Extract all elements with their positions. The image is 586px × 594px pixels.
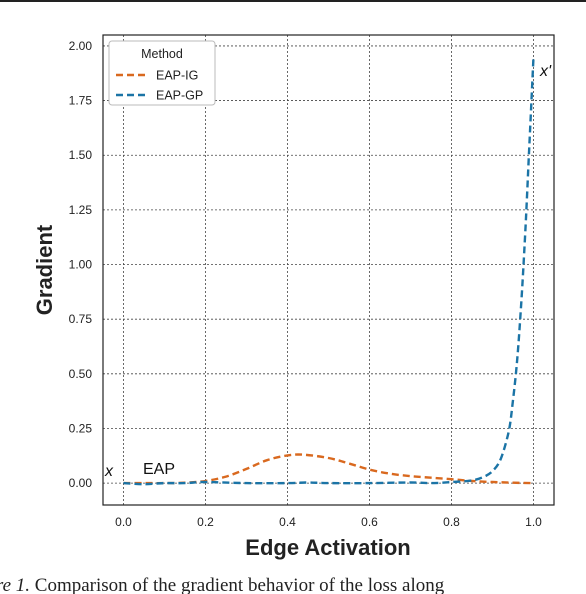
annotation-x: x bbox=[104, 463, 114, 480]
y-tick-label: 2.00 bbox=[69, 39, 93, 53]
x-tick-label: 0.8 bbox=[443, 515, 460, 529]
y-tick-labels: 0.00 0.25 0.50 0.75 1.00 1.25 1.50 1.75 2.00 bbox=[69, 39, 93, 490]
figure-caption: Figure 1. Comparison of the gradient beh… bbox=[0, 576, 586, 594]
y-axis-title: Gradient bbox=[32, 224, 57, 315]
y-tick-label: 1.75 bbox=[69, 94, 93, 108]
caption-text: Comparison of the gradient behavior of t… bbox=[30, 576, 445, 594]
y-tick-label: 1.50 bbox=[69, 148, 93, 162]
y-tick-label: 0.00 bbox=[69, 476, 93, 490]
top-rule bbox=[0, 0, 586, 2]
x-tick-label: 0.0 bbox=[115, 515, 132, 529]
caption-label: Figure 1. bbox=[0, 576, 31, 594]
series-line-eap-gp bbox=[123, 56, 535, 486]
y-tick-label: 0.25 bbox=[69, 421, 93, 435]
series-line-eap-ig bbox=[123, 453, 534, 485]
plot-frame bbox=[102, 34, 555, 506]
y-tick-label: 1.25 bbox=[69, 203, 93, 217]
legend-title: Method bbox=[141, 47, 183, 61]
x-axis-title: Edge Activation bbox=[245, 535, 410, 560]
legend-label-eap-gp: EAP-GP bbox=[156, 89, 203, 103]
x-tick-label: 0.6 bbox=[361, 515, 378, 529]
x-tick-label: 1.0 bbox=[525, 515, 542, 529]
legend: Method EAP-IG EAP-GP bbox=[108, 40, 216, 106]
y-tick-label: 0.50 bbox=[69, 367, 93, 381]
x-tick-labels: 0.0 0.2 0.4 0.6 0.8 1.0 bbox=[115, 515, 542, 529]
grid bbox=[103, 35, 554, 505]
x-tick-label: 0.4 bbox=[279, 515, 296, 529]
line-chart: 0.0 0.2 0.4 0.6 0.8 1.0 0.00 0.25 0.50 0.75 1.00 1… bbox=[32, 34, 555, 560]
annotation-x-prime: x' bbox=[539, 63, 552, 80]
y-tick-label: 0.75 bbox=[69, 312, 93, 326]
legend-label-eap-ig: EAP-IG bbox=[156, 69, 198, 83]
legend-box bbox=[108, 40, 216, 106]
x-tick-label: 0.2 bbox=[197, 515, 214, 529]
annotation-eap: EAP bbox=[143, 461, 175, 478]
y-tick-label: 1.00 bbox=[69, 258, 93, 272]
series-layer bbox=[123, 56, 535, 486]
